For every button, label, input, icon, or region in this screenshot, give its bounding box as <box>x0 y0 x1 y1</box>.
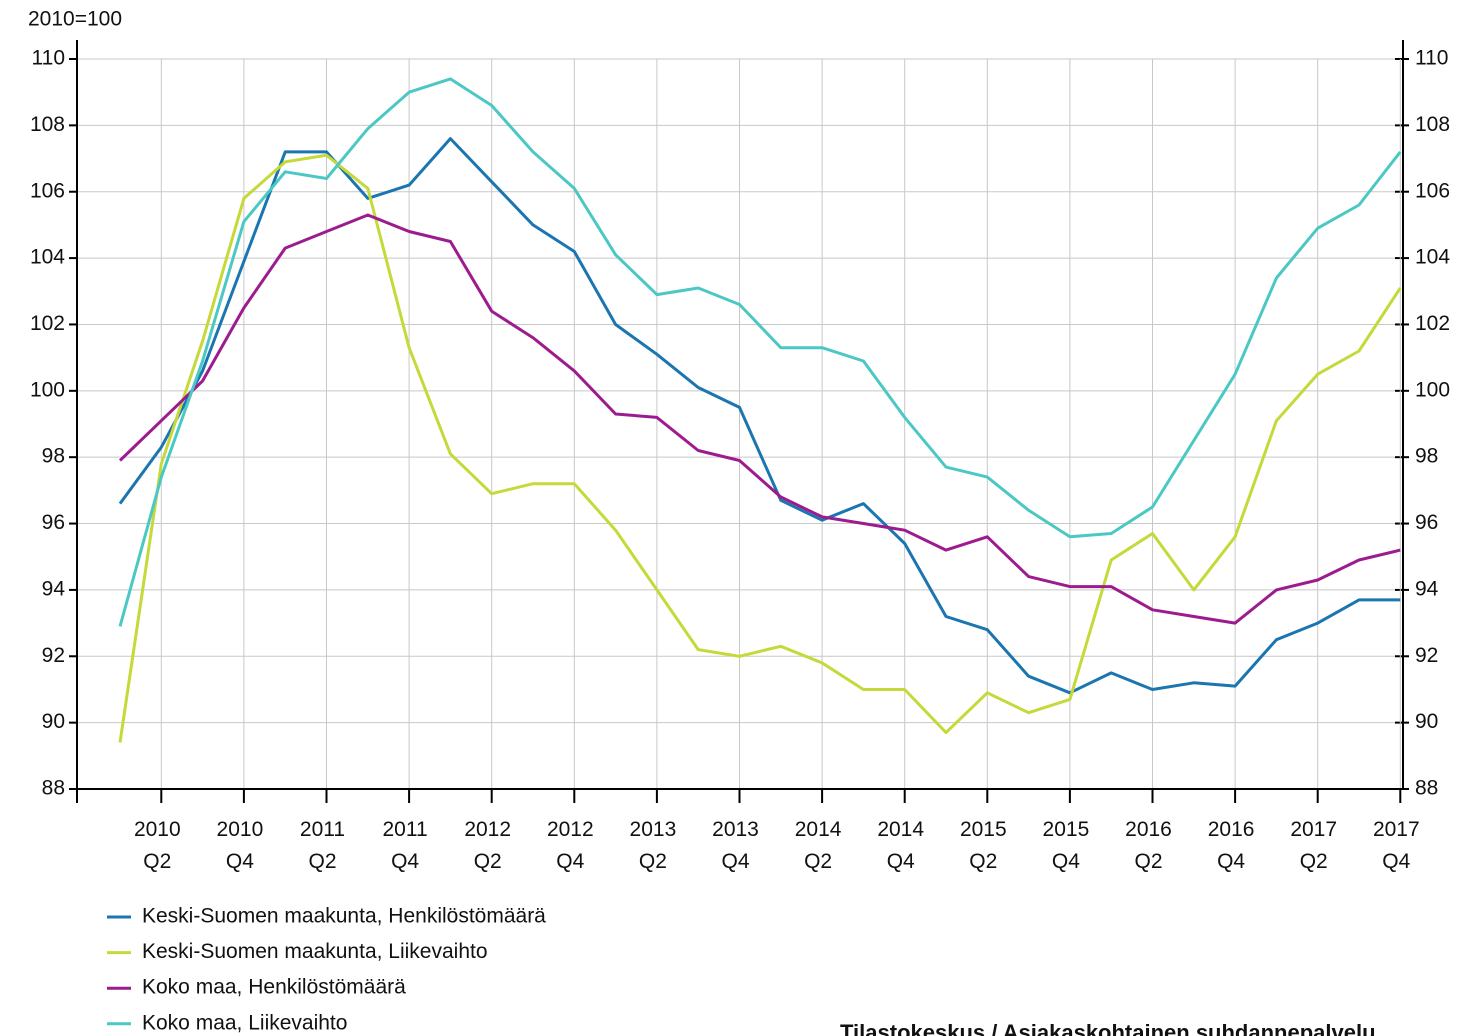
x-tick-label: 2016 Q2 <box>1125 818 1172 873</box>
series-line <box>118 77 1402 627</box>
y-tick-label: 108 <box>30 113 65 136</box>
x-tick-label: 2010 Q2 <box>134 818 181 873</box>
y2-tick-label: 92 <box>1415 644 1438 667</box>
x-tick-label: 2012 Q4 <box>547 818 594 873</box>
x-tick-label: 2015 Q4 <box>1043 818 1090 873</box>
y-tick-label: 92 <box>42 644 65 667</box>
y-tick-label: 96 <box>42 511 65 534</box>
y2-tick-label: 106 <box>1415 179 1450 202</box>
y2-tick-label: 94 <box>1415 577 1439 600</box>
x-tick-label: 2016 Q4 <box>1208 818 1255 873</box>
y-tick-label: 88 <box>42 777 65 800</box>
y-tick-label: 100 <box>30 378 65 401</box>
x-tick-label: 2010 Q4 <box>217 818 264 873</box>
y2-tick-label: 98 <box>1415 445 1438 468</box>
y2-tick-label: 108 <box>1415 113 1450 136</box>
legend-label: Keski-Suomen maakunta, Liikevaihto <box>142 940 488 963</box>
x-tick-label: 2011 Q2 <box>300 818 345 873</box>
series-line <box>118 153 1402 743</box>
source: Tilastokeskus / Asiakaskohtainen suhdann… <box>840 1020 1376 1036</box>
x-tick-label: 2017 Q2 <box>1290 818 1337 873</box>
y2-tick-label: 90 <box>1415 710 1438 733</box>
y-tick-label: 98 <box>42 445 65 468</box>
x-tick-label: 2015 Q2 <box>960 818 1007 873</box>
y-tick-label: 90 <box>42 710 65 733</box>
y-tick-label: 94 <box>42 577 66 600</box>
y2-tick-label: 110 <box>1415 47 1448 70</box>
series-line <box>118 213 1401 625</box>
x-tick-label: 2014 Q4 <box>877 818 924 873</box>
x-tick-label: 2011 Q4 <box>383 818 428 873</box>
x-tick-label: 2013 Q4 <box>712 818 759 873</box>
y-tick-label: 102 <box>30 312 65 335</box>
y2-tick-label: 104 <box>1415 246 1450 269</box>
y2-tick-label: 88 <box>1415 777 1438 800</box>
legend-label: Koko maa, Henkilöstömäärä <box>142 976 406 999</box>
y2-tick-label: 102 <box>1415 312 1450 335</box>
y-tick-label: 106 <box>30 179 65 202</box>
y-tick-label: 110 <box>32 47 65 70</box>
legend-label: Keski-Suomen maakunta, Henkilöstömäärä <box>142 905 546 928</box>
x-tick-label: 2012 Q2 <box>464 818 511 873</box>
x-tick-label: 2014 Q2 <box>795 818 842 873</box>
x-tick-label: 2017 Q4 <box>1373 818 1420 873</box>
y2-tick-label: 96 <box>1415 511 1438 534</box>
y-unit-label: 2010=100 <box>28 8 122 31</box>
y-tick-label: 104 <box>30 246 65 269</box>
x-tick-label: 2013 Q2 <box>630 818 677 873</box>
y2-tick-label: 100 <box>1415 378 1450 401</box>
legend-label: Koko maa, Liikevaihto <box>142 1011 347 1034</box>
